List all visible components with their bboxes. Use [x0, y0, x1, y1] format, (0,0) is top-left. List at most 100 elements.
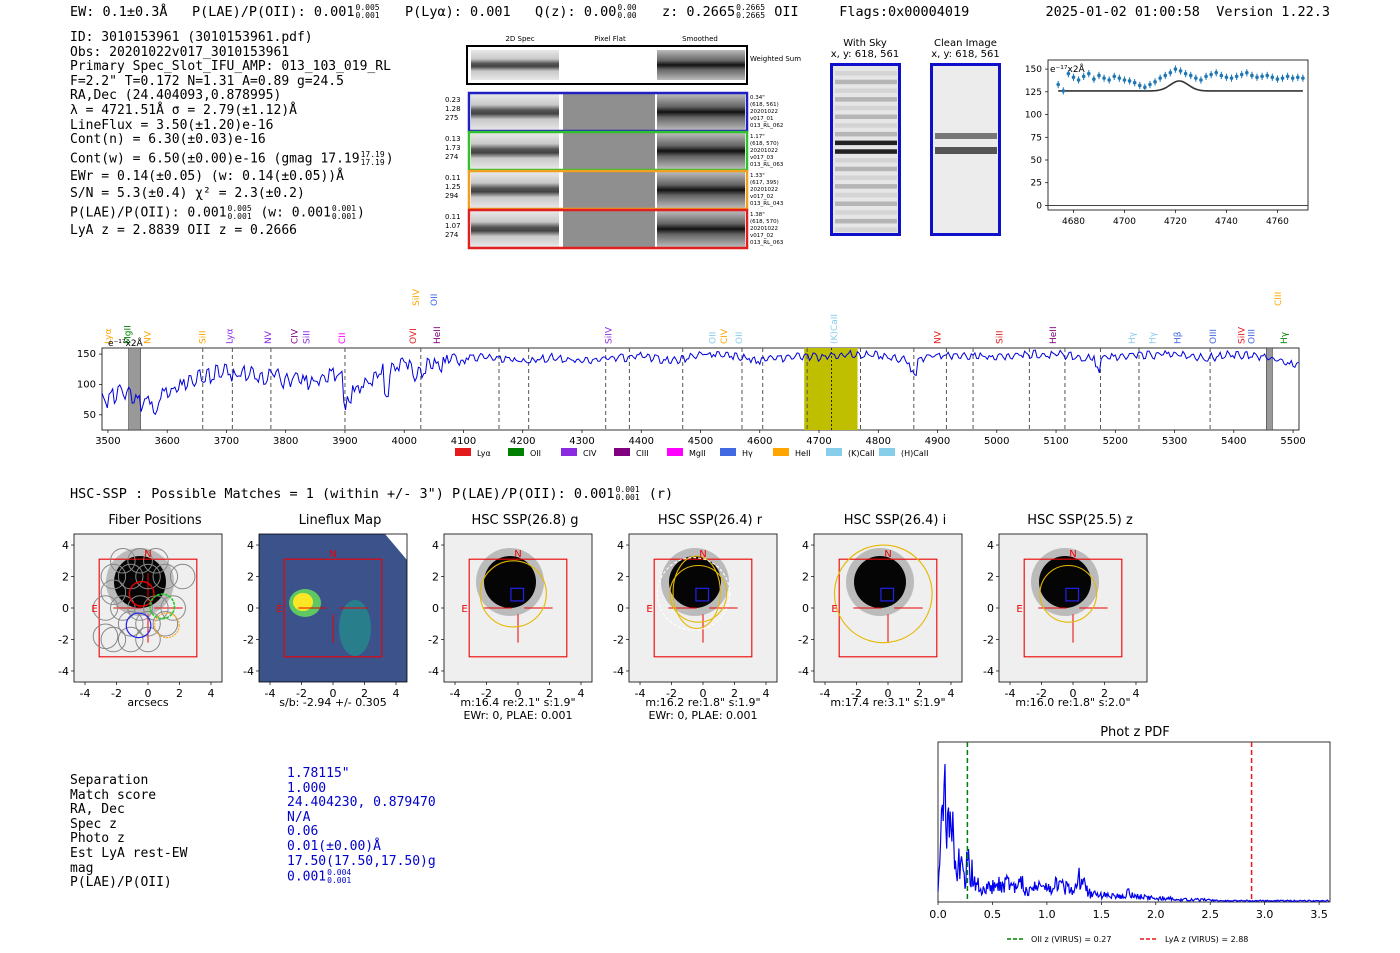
spectrum-legend-swatch: [773, 448, 789, 456]
cutout-left-stat: 1.25: [445, 183, 461, 191]
info-line: Cont(n) = 6.30(±0.03)e-16: [70, 132, 266, 148]
header-timestamp: 2025-01-02 01:00:58: [1045, 4, 1200, 20]
hsc-panel-title: Lineflux Map: [298, 513, 382, 528]
match-values: 1.78115" 1.000 24.404230, 0.879470 N/A 0…: [287, 766, 436, 885]
cutout-smoothed: [657, 172, 745, 208]
zoom-chart: e⁻¹⁷x2Å 150 125 100 75 50 25 0 4680 4700 4720 4740…: [1025, 59, 1309, 227]
spectrum-xtick-label: 5300: [1162, 436, 1187, 447]
match-label: RA, Dec: [70, 802, 125, 818]
match-value: 1.000: [287, 780, 327, 796]
match-label: Photo z: [70, 831, 125, 847]
east-label: E: [91, 604, 97, 615]
fiber-circle: [169, 563, 196, 590]
hsc-caption-line: m:16.2 re:1.8" s:1.9": [645, 696, 761, 709]
cutout-right-info: 20201022: [750, 226, 778, 232]
spectrum-xtick-label: 5400: [1221, 436, 1246, 447]
zoom-point: [1153, 80, 1157, 84]
zoom-point: [1137, 83, 1142, 88]
zoom-point: [1132, 80, 1137, 85]
north-label: N: [329, 549, 336, 560]
cutout-right-info: 013_RL_062: [750, 123, 783, 129]
spectrum-legend-label: (H)CaII: [901, 449, 928, 458]
zoom-point: [1112, 74, 1117, 79]
info-sn: S/N = 5.3(±0.4) χ² = 2.3(±0.2): [70, 186, 305, 202]
panel-xtick-label: -4: [450, 687, 461, 700]
spectrum-xtick-label: 4200: [510, 436, 535, 447]
cutout-right-info: (617, 395): [750, 180, 779, 186]
match-value: 1.78115": [287, 766, 350, 781]
fiber-circle: [92, 623, 119, 650]
cutout-left-stat: 274: [445, 153, 459, 161]
panel-xtick-label: 4: [947, 687, 954, 700]
header-plae: P(LAE)/P(OII): 0.001: [191, 4, 355, 20]
spectrum-xtick-label: 4800: [866, 436, 891, 447]
spectrum-xtick-label: 4900: [925, 436, 950, 447]
north-label: N: [1069, 549, 1076, 560]
fiber-circle: [117, 610, 144, 637]
zoom-ylabel: e⁻¹⁷x2Å: [1050, 63, 1086, 75]
cutout-right-info: 1.38": [750, 212, 765, 218]
header-version: Version 1.22.3: [1216, 4, 1330, 20]
spectrum-line-label: SiIV: [1237, 326, 1247, 344]
info-line: Primary Spec_Slot_IFU_AMP: 013_103_019_R…: [70, 59, 391, 75]
panel-xtick-label: -4: [635, 687, 646, 700]
fiber-circle: [143, 547, 169, 574]
panel-xtick-label: 0: [145, 687, 152, 700]
zoom-point: [1143, 85, 1147, 90]
spectrum-xtick-label: 4100: [451, 436, 476, 447]
sky-stripe: [835, 79, 897, 85]
panel-ytick-label: -2: [983, 633, 994, 646]
hsc-panel-image: N E 4 2 0 -2 -4 -4 -2 0 2 4: [613, 533, 778, 700]
fiber-circle: [100, 579, 127, 606]
spectrum-line-label: NV: [144, 330, 154, 344]
spectrum-line-label: Lyα: [104, 328, 114, 344]
hsc-panel-caption: m:16.4 re:2.1" s:1.9" EWr: 0, PLAE: 0.001: [444, 696, 592, 722]
cutout-right-info: (618, 570): [750, 141, 779, 147]
spectrum-line-label: SiII: [996, 330, 1006, 344]
panel-xtick-label: 0: [1070, 687, 1077, 700]
aperture-circle: [656, 557, 731, 631]
info-line: ID: 3010153961 (3010153961.pdf): [70, 30, 313, 45]
cutout-row-frame: [467, 208, 749, 250]
spectrum-legend-label: OII: [530, 449, 541, 458]
zoom-point: [1061, 89, 1066, 93]
zoom-point: [1270, 75, 1275, 80]
panel-xtick-label: -4: [1005, 687, 1016, 700]
lineflux-peak: [293, 593, 313, 611]
fiber-circle: [100, 563, 127, 590]
hsc-title: HSC-SSP : Possible Matches = 1 (within +…: [70, 485, 674, 502]
sky-stripe: [835, 210, 897, 215]
header-plae-lo: 0.001: [355, 11, 380, 20]
sky-stripe: [835, 166, 897, 172]
zoom-point: [1229, 76, 1234, 80]
photz-xtick-label: 3.5: [1310, 908, 1328, 921]
aperture-ellipse: [669, 564, 728, 623]
photz-legend: OII z (VIRUS) = 0.27 LyA z (VIRUS) = 2.8…: [1007, 935, 1248, 944]
aperture-box: [1023, 558, 1123, 658]
info-line: LineFlux = 3.50(±1.20)e-16: [70, 117, 274, 133]
fiber-circle: [110, 547, 136, 574]
weighted-2d-spec: [471, 50, 559, 80]
spectrum-line-label: OIII: [1248, 329, 1258, 344]
spectrum-trace: [101, 349, 1299, 416]
cutout-header: Smoothed: [682, 35, 718, 43]
zoom-point: [1107, 78, 1111, 82]
spectrum-ytick-label: 100: [77, 379, 96, 390]
panel-ytick-label: 4: [247, 539, 254, 552]
hsc-panel-caption: m:17.4 re:3.1" s:1.9": [814, 696, 962, 709]
zoom-xtick-label: 4720: [1164, 217, 1187, 227]
photz-xtick-label: 3.0: [1256, 908, 1274, 921]
hsc-caption-line: s/b: -2.94 +/- 0.305: [279, 696, 387, 709]
aperture-ellipse: [1039, 564, 1098, 623]
spectra-cutouts: 2D Spec Pixel Flat Smoothed Weighted Sum…: [445, 35, 801, 250]
zoom-point: [1102, 76, 1106, 80]
sky-stripe: [835, 88, 897, 93]
fiber-secondary: [149, 593, 176, 620]
zoom-point: [1250, 73, 1254, 78]
north-label: N: [884, 549, 891, 560]
panel-xtick-label: -2: [666, 687, 677, 700]
zoom-point: [1071, 75, 1076, 80]
with-sky-title: With Sky x, y: 618, 561: [830, 38, 900, 60]
spectrum-line-label: HeII: [433, 326, 443, 344]
header-summary: EW: 0.1±0.3Å P(LAE)/P(OII): 0.001 0.005 0.…: [70, 4, 969, 20]
